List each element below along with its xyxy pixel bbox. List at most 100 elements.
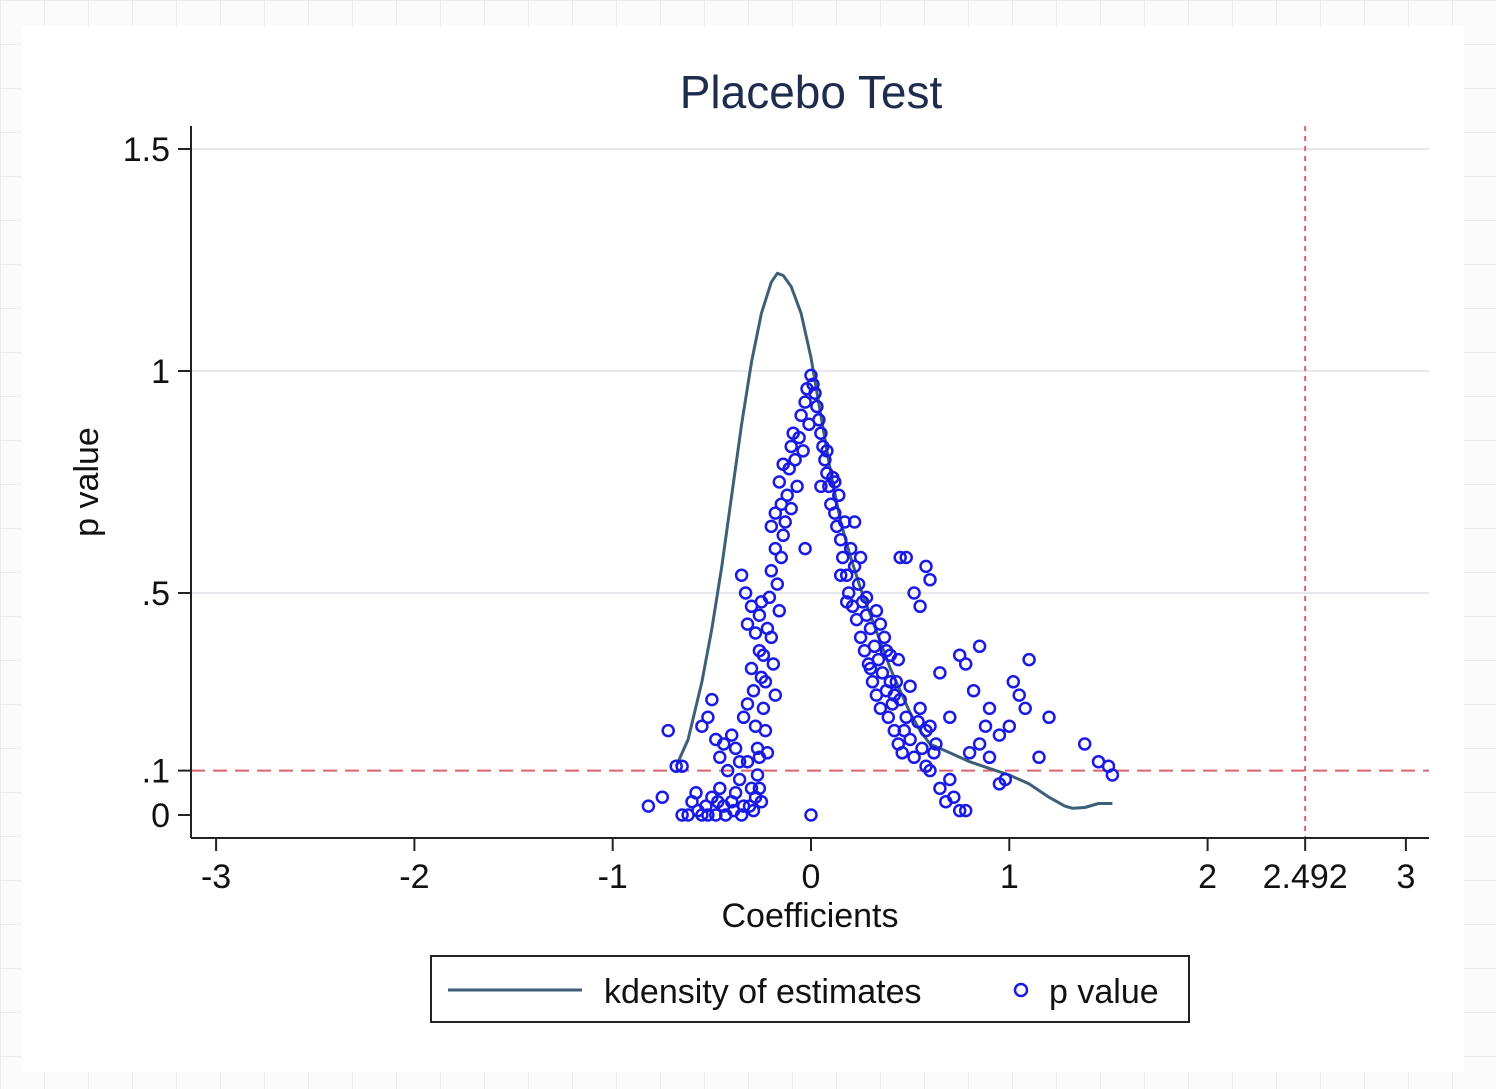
- x-axis-title: Coefficients: [721, 897, 898, 935]
- p-value-point: [756, 701, 771, 716]
- p-value-point: [907, 750, 921, 765]
- legend-kdensity-label: kdensity of estimates: [604, 973, 921, 1011]
- p-value-point: [804, 368, 818, 383]
- legend: kdensity of estimates p value: [430, 955, 1190, 1023]
- y-tick-label: .5: [142, 575, 170, 613]
- p-value-point: [873, 701, 888, 716]
- p-value-point: [933, 666, 947, 680]
- y-tick-label: 1.5: [123, 131, 170, 169]
- p-value-point: [780, 488, 794, 503]
- p-value-point: [843, 541, 858, 556]
- p-value-point: [998, 772, 1013, 787]
- p-value-point: [724, 728, 739, 742]
- scatter-points-layer: [641, 368, 1120, 822]
- p-value-point: [784, 439, 798, 454]
- p-value-point: [764, 564, 779, 578]
- p-value-point: [903, 732, 917, 747]
- p-value-point: [859, 590, 874, 605]
- p-value-point: [758, 675, 773, 689]
- p-value-point: [923, 572, 937, 587]
- p-value-point: [992, 728, 1007, 742]
- p-value-point: [1018, 701, 1032, 716]
- p-value-point: [869, 604, 884, 618]
- p-value-point: [675, 808, 689, 822]
- p-value-point: [962, 746, 977, 760]
- chart-title: Placebo Test: [680, 66, 943, 118]
- p-value-point: [943, 772, 957, 787]
- x-tick-label: -1: [598, 858, 628, 896]
- p-value-point: [740, 617, 755, 631]
- p-value-point: [695, 719, 709, 733]
- p-value-point: [778, 515, 792, 529]
- p-value-point: [728, 786, 743, 800]
- p-value-point: [1022, 652, 1036, 667]
- p-value-point: [812, 413, 826, 427]
- p-value-point: [756, 648, 771, 662]
- x-tick-label: 3: [1396, 858, 1415, 896]
- p-value-point: [833, 568, 848, 582]
- p-value-point: [764, 519, 779, 534]
- p-value-point: [772, 475, 787, 489]
- p-value-point: [760, 746, 775, 760]
- p-value-point: [863, 661, 878, 676]
- p-value-point: [794, 408, 808, 423]
- p-value-point: [958, 803, 973, 818]
- legend-pvalue-label: p value: [1049, 973, 1159, 1011]
- p-value-point: [883, 675, 898, 689]
- p-value-point: [774, 550, 789, 565]
- p-value-point: [911, 715, 925, 729]
- p-value-point: [913, 701, 927, 716]
- p-value-point: [768, 506, 783, 520]
- p-value-point: [701, 808, 715, 822]
- kdensity-curve-layer: [674, 271, 1113, 810]
- p-value-point: [810, 399, 824, 414]
- p-value-point: [820, 444, 834, 458]
- p-value-point: [835, 550, 850, 565]
- p-value-point: [736, 710, 751, 725]
- p-value-point: [772, 604, 787, 618]
- x-tick-label: 1: [1000, 858, 1019, 896]
- p-value-point: [828, 475, 842, 489]
- y-axis-title: p value: [68, 427, 106, 537]
- p-value-point: [798, 541, 812, 556]
- p-value-point: [740, 754, 755, 769]
- p-value-point: [752, 608, 767, 622]
- x-tick-label: 0: [802, 858, 821, 896]
- p-value-point: [762, 590, 777, 605]
- p-value-point: [711, 794, 725, 809]
- p-value-point: [915, 741, 929, 756]
- p-value-point: [732, 772, 747, 787]
- p-value-point: [746, 683, 761, 698]
- p-value-point: [952, 803, 967, 818]
- p-value-point: [790, 479, 804, 494]
- p-value-point: [1077, 737, 1092, 751]
- x-tick-label: 2.492: [1263, 858, 1348, 896]
- p-value-point: [832, 488, 846, 503]
- p-value-point: [1012, 688, 1026, 702]
- p-value-point: [734, 568, 749, 582]
- p-value-point: [893, 550, 907, 565]
- p-value-point: [818, 453, 832, 467]
- p-value-point: [776, 528, 790, 543]
- p-value-point: [768, 688, 783, 702]
- p-value-point: [716, 737, 731, 751]
- p-value-point: [873, 617, 888, 631]
- p-value-point: [705, 692, 719, 707]
- p-value-point: [853, 550, 868, 565]
- p-value-point: [867, 639, 882, 654]
- p-value-point: [750, 768, 765, 782]
- y-tick-label: .1: [142, 753, 170, 791]
- p-value-point: [871, 652, 886, 667]
- p-value-point: [899, 710, 913, 725]
- p-value-point: [766, 657, 781, 671]
- p-value-point: [798, 395, 812, 409]
- p-value-point: [919, 559, 933, 574]
- axes: [190, 126, 1429, 839]
- p-value-point: [875, 666, 890, 680]
- p-value-point: [903, 679, 917, 693]
- p-value-point: [689, 786, 703, 800]
- p-value-point: [847, 515, 862, 529]
- p-value-point: [947, 790, 961, 804]
- p-value-point: [675, 759, 689, 773]
- p-value-point: [734, 808, 749, 822]
